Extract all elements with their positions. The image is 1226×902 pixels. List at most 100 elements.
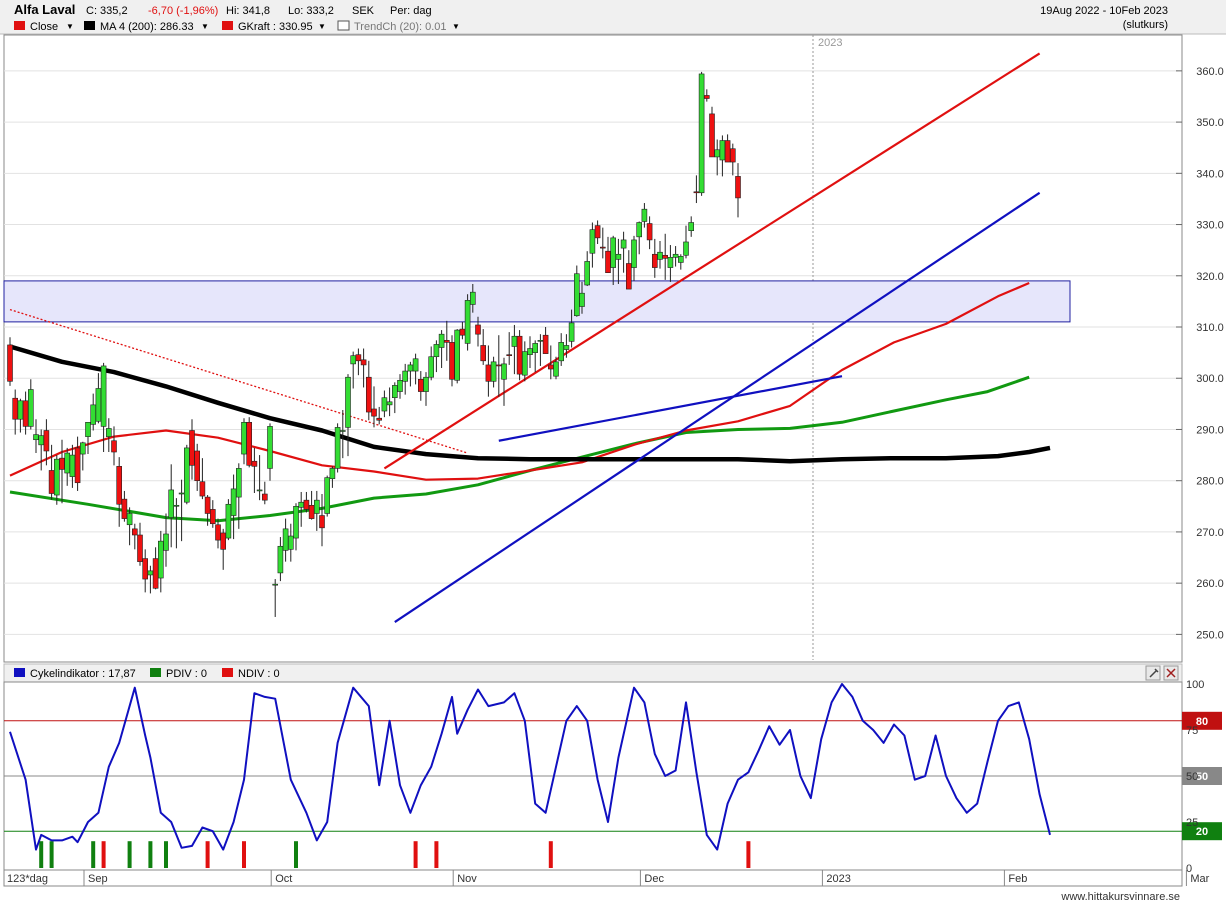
candle <box>163 513 169 567</box>
candle <box>397 374 403 399</box>
candle-body <box>620 239 627 249</box>
candle-body <box>485 364 492 382</box>
candle <box>236 463 242 529</box>
candle-body <box>220 532 226 550</box>
legend-close-label[interactable]: Close <box>30 21 58 33</box>
reference-badge <box>1182 822 1222 841</box>
candle <box>672 246 679 267</box>
legend-trendch-label[interactable]: TrendCh (20): 0.01 <box>354 21 447 33</box>
candle <box>620 231 627 273</box>
candle-body <box>345 376 351 428</box>
reference-label: 20 <box>1196 826 1208 838</box>
candle <box>615 238 622 284</box>
candle-body <box>121 498 128 519</box>
pdiv-marker <box>294 841 298 868</box>
candle-body <box>610 237 617 268</box>
candle <box>225 499 232 541</box>
chevron-down-icon[interactable]: ▼ <box>201 22 209 31</box>
candle-body <box>501 363 507 380</box>
candle-body <box>298 501 305 508</box>
candle-body <box>683 241 689 256</box>
candle <box>85 421 91 455</box>
candle <box>662 233 669 280</box>
price-tick-label: 290.0 <box>1196 424 1224 436</box>
candle <box>116 457 122 527</box>
ndiv-marker <box>548 841 553 868</box>
indicator-axis: 0 25 50 75 100 <box>1186 679 1204 875</box>
candle <box>106 418 112 453</box>
chevron-down-icon[interactable]: ▼ <box>66 22 74 31</box>
candle <box>579 281 585 314</box>
price-tick-label: 320.0 <box>1196 271 1224 283</box>
candle <box>641 203 648 228</box>
candle-body <box>558 342 565 362</box>
candle-body <box>251 460 258 467</box>
change-value: -6,70 (-1,96%) <box>148 5 218 17</box>
candle-body <box>605 250 611 274</box>
x-axis-corner-label: 123*dag <box>7 873 48 885</box>
candle-body <box>475 324 481 335</box>
legend-gkraft-label[interactable]: GKraft : 330.95 <box>238 21 313 33</box>
ndiv-marker <box>101 841 106 868</box>
ndiv-marker <box>205 841 210 868</box>
pdiv-marker <box>39 841 44 868</box>
candlesticks <box>7 71 741 617</box>
x-axis: 123*dag Sep Oct Nov Dec 2023 Feb Mar <box>3 869 1210 887</box>
candle <box>667 245 674 282</box>
chevron-down-icon[interactable]: ▼ <box>452 22 460 31</box>
candle <box>423 372 429 406</box>
candle <box>313 490 320 531</box>
candle-body <box>506 354 513 356</box>
indicator-tick-label: 0 <box>1186 863 1192 875</box>
legend-cykel-label[interactable]: Cykelindikator : 17,87 <box>30 668 136 680</box>
year-label: 2023 <box>818 37 842 49</box>
candle <box>137 522 143 566</box>
x-month-label: Sep <box>88 873 108 885</box>
legend-cykel-swatch <box>14 668 25 677</box>
price-tick-label: 360.0 <box>1196 66 1224 78</box>
candle <box>703 89 710 102</box>
high-value: Hi: 341,8 <box>226 5 270 17</box>
candle-body <box>568 322 575 342</box>
cykelindikator-line <box>9 683 1051 851</box>
candle <box>677 254 684 270</box>
ndiv-marker <box>413 841 418 868</box>
candle <box>475 316 481 347</box>
candle-body <box>287 535 294 550</box>
close-icon[interactable] <box>1163 665 1179 681</box>
candle <box>542 327 549 354</box>
wrench-icon[interactable] <box>1145 665 1161 681</box>
trendline <box>498 375 843 442</box>
candle-body <box>126 513 133 526</box>
legend-pdiv-label[interactable]: PDIV : 0 <box>166 668 207 680</box>
reference-badge <box>1182 767 1222 785</box>
candle-body <box>64 452 70 474</box>
price-tick-label: 300.0 <box>1196 373 1224 385</box>
price-tick-label: 280.0 <box>1196 476 1224 488</box>
legend-ma-label[interactable]: MA 4 (200): 286.33 <box>100 21 194 33</box>
candle <box>501 357 507 406</box>
candle <box>215 518 221 549</box>
candle-body <box>464 300 471 344</box>
candle <box>709 106 715 158</box>
candle-body <box>90 404 96 425</box>
price-tick-label: 350.0 <box>1196 117 1224 129</box>
candle <box>376 406 383 425</box>
candle-body <box>646 223 653 241</box>
candle-body <box>59 457 65 470</box>
candle <box>100 362 107 453</box>
candle <box>371 386 377 428</box>
trendline <box>383 52 1041 470</box>
divergence-markers <box>39 841 751 868</box>
candle <box>729 143 736 176</box>
candle-body <box>365 376 372 413</box>
candle <box>355 348 362 376</box>
candle <box>454 329 461 384</box>
legend-top: Close ▼ MA 4 (200): 286.33 ▼ GKraft : 33… <box>14 20 460 33</box>
candle-body <box>308 504 315 519</box>
x-month-label: Dec <box>644 873 664 885</box>
legend-ndiv-label[interactable]: NDIV : 0 <box>238 668 280 680</box>
price-tick-label: 340.0 <box>1196 168 1224 180</box>
chevron-down-icon[interactable]: ▼ <box>318 22 326 31</box>
candle-body <box>350 355 357 365</box>
